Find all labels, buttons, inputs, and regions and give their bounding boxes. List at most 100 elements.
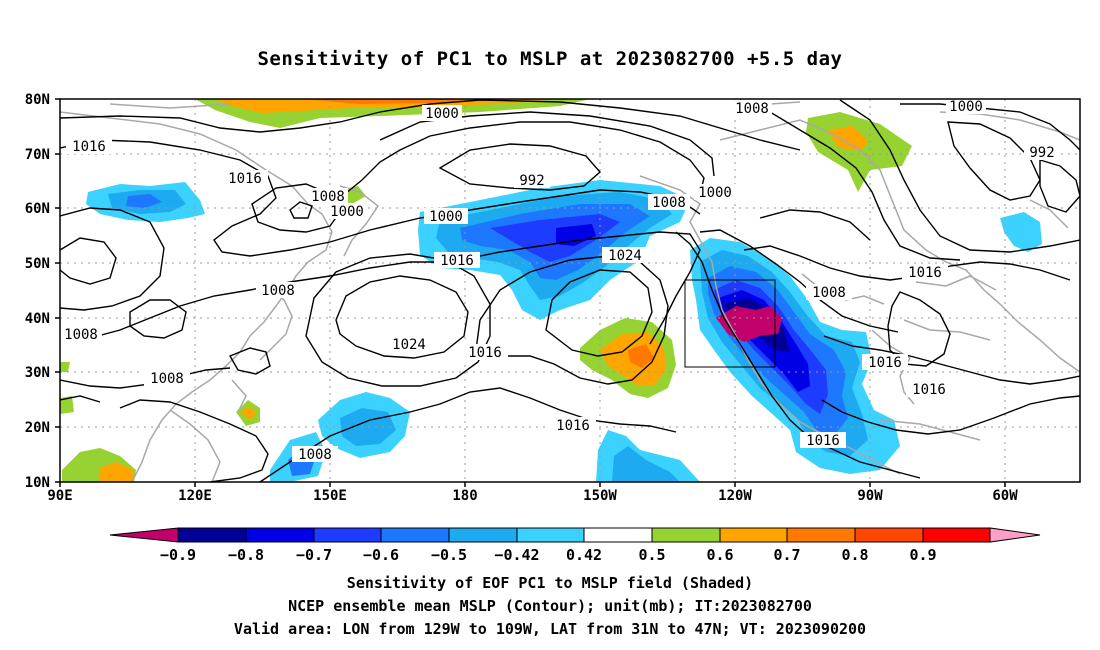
svg-text:1000: 1000 — [429, 209, 463, 225]
contour-label: 1016 — [800, 432, 846, 449]
colorbar-label: 0.9 — [909, 546, 936, 564]
svg-text:1016: 1016 — [908, 265, 942, 281]
lat-label: 80N — [25, 92, 50, 108]
lat-label: 30N — [25, 365, 50, 381]
contour-label: 1016 — [462, 344, 508, 361]
lat-label: 50N — [25, 256, 50, 272]
svg-text:1000: 1000 — [698, 185, 732, 201]
svg-text:1008: 1008 — [64, 327, 98, 343]
contour-label: 1008 — [292, 446, 338, 463]
svg-text:1000: 1000 — [330, 204, 364, 220]
colorbar-label: 0.42 — [566, 546, 602, 564]
colorbar-swatch — [719, 527, 788, 543]
lon-label: 90E — [47, 488, 72, 504]
colorbar-label: 0.7 — [773, 546, 800, 564]
colorbar-label: 0.6 — [706, 546, 733, 564]
lat-label: 20N — [25, 420, 50, 436]
svg-text:992: 992 — [519, 173, 544, 189]
colorbar — [109, 527, 1041, 543]
svg-text:1008: 1008 — [298, 447, 332, 463]
colorbar-swatch — [245, 527, 315, 543]
colorbar-label: −0.6 — [363, 546, 399, 564]
svg-text:1016: 1016 — [806, 433, 840, 449]
colorbar-label: 0.8 — [841, 546, 868, 564]
lon-label: 60W — [992, 488, 1018, 504]
lon-label: 120E — [178, 488, 212, 504]
lat-label: 10N — [25, 475, 50, 491]
svg-text:1024: 1024 — [608, 248, 642, 264]
contour-label: 1008 — [256, 282, 300, 299]
colorbar-label: −0.5 — [431, 546, 467, 564]
colorbar-label: −0.42 — [494, 546, 539, 564]
contour-label: 1008 — [60, 326, 102, 343]
contour-label: 1016 — [222, 170, 268, 187]
contour-label: 1000 — [326, 203, 368, 220]
contour-label: 1024 — [386, 336, 432, 353]
lon-label: 150E — [313, 488, 347, 504]
colorbar-swatch — [786, 527, 856, 543]
svg-text:1008: 1008 — [150, 371, 184, 387]
contour-label: 1016 — [906, 381, 952, 398]
contour-label: 1008 — [732, 100, 772, 117]
map-frame — [59, 98, 1081, 483]
colorbar-left-triangle — [109, 527, 179, 543]
contour-label: 1008 — [144, 370, 190, 387]
svg-text:1016: 1016 — [440, 253, 474, 269]
colorbar-label: 0.5 — [638, 546, 665, 564]
contour-labels: 1000 1008 1000 1016 992 1016 1008 1000 1… — [60, 98, 1060, 463]
colorbar-swatch — [651, 527, 721, 543]
svg-text:1008: 1008 — [812, 285, 846, 301]
contour-label: 1008 — [308, 188, 348, 205]
svg-text:1008: 1008 — [652, 195, 686, 211]
svg-text:1016: 1016 — [556, 418, 590, 434]
svg-text:1016: 1016 — [228, 171, 262, 187]
svg-text:1008: 1008 — [735, 101, 769, 117]
colorbar-label: −0.7 — [296, 546, 332, 564]
contour-label: 1000 — [694, 184, 736, 201]
contour-label: 1016 — [434, 252, 480, 269]
colorbar-swatch — [516, 527, 585, 543]
colorbar-swatch — [313, 527, 382, 543]
svg-text:1000: 1000 — [425, 106, 459, 122]
svg-text:1000: 1000 — [949, 99, 983, 115]
gridlines — [60, 99, 1080, 482]
lat-label: 70N — [25, 147, 50, 163]
contour-label: 992 — [1024, 144, 1060, 161]
figure-title: Sensitivity of PC1 to MSLP at 2023082700… — [257, 48, 843, 70]
contour-label: 1016 — [66, 138, 112, 155]
svg-text:1016: 1016 — [868, 355, 902, 371]
svg-text:1024: 1024 — [392, 337, 426, 353]
caption-line-3: Valid area: LON from 129W to 109W, LAT f… — [233, 620, 867, 638]
colorbar-swatch — [854, 527, 924, 543]
lat-label: 40N — [25, 311, 50, 327]
lon-label: 90W — [857, 488, 883, 504]
valid-area-box — [684, 279, 776, 368]
svg-text:1008: 1008 — [311, 189, 345, 205]
colorbar-swatch — [380, 527, 450, 543]
colorbar-swatch — [448, 527, 518, 543]
caption-line-1: Sensitivity of EOF PC1 to MSLP field (Sh… — [346, 574, 754, 592]
svg-text:992: 992 — [1029, 145, 1054, 161]
svg-text:1016: 1016 — [72, 139, 106, 155]
lon-label: 120W — [718, 488, 752, 504]
sensitivity-shading — [60, 99, 1042, 482]
colorbar-label: −0.9 — [160, 546, 196, 564]
contour-label: 1016 — [550, 417, 596, 434]
contour-label: 1000 — [422, 105, 462, 122]
contour-label: 1000 — [424, 208, 468, 225]
contour-label: 992 — [514, 172, 550, 189]
colorbar-label: −0.8 — [228, 546, 264, 564]
contour-label: 1008 — [806, 284, 852, 301]
svg-text:1016: 1016 — [912, 382, 946, 398]
contour-label: 1000 — [946, 98, 986, 115]
lon-label: 180 — [452, 488, 477, 504]
lat-label: 60N — [25, 201, 50, 217]
colorbar-labels: −0.9 −0.8 −0.7 −0.6 −0.5 −0.42 0.42 0.5 … — [160, 546, 937, 564]
colorbar-swatch — [922, 527, 991, 543]
lon-label: 150W — [583, 488, 617, 504]
contour-label: 1024 — [602, 247, 648, 264]
contour-label: 1016 — [862, 354, 908, 371]
svg-text:1016: 1016 — [468, 345, 502, 361]
latitude-labels: 80N 70N 60N 50N 40N 30N 20N 10N — [25, 92, 50, 491]
